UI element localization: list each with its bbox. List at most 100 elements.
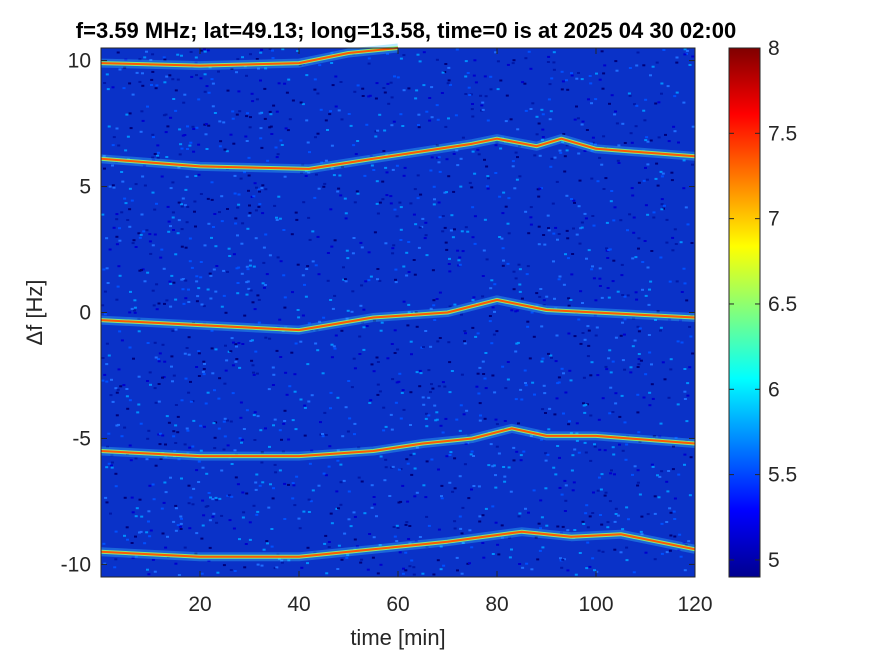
noise-speckle [185,221,189,224]
noise-speckle [115,213,119,216]
noise-speckle [246,227,250,230]
noise-speckle [607,357,611,360]
noise-speckle [449,229,453,232]
noise-speckle [249,289,253,292]
noise-speckle [321,435,325,438]
noise-speckle [645,178,649,181]
noise-speckle [422,84,426,87]
noise-speckle [243,566,247,569]
noise-speckle [103,313,107,316]
noise-speckle [516,341,520,344]
noise-speckle [370,164,374,167]
noise-speckle [598,78,602,81]
noise-speckle [213,389,216,392]
noise-speckle [114,472,118,475]
noise-speckle [577,72,580,74]
noise-speckle [642,109,646,112]
noise-speckle [409,424,412,426]
noise-speckle [413,495,417,498]
noise-speckle [118,239,122,242]
noise-speckle [464,60,468,63]
noise-speckle [238,366,242,369]
noise-speckle [529,216,533,219]
noise-speckle [506,222,510,225]
noise-speckle [180,245,184,248]
noise-speckle [595,570,599,573]
noise-speckle [299,340,303,343]
noise-speckle [415,491,419,494]
noise-speckle [122,87,126,90]
noise-speckle [407,241,411,243]
noise-speckle [268,445,271,448]
noise-speckle [266,542,269,545]
noise-speckle [111,144,115,147]
noise-speckle [495,423,499,426]
noise-speckle [552,466,556,469]
noise-speckle [154,356,158,359]
noise-speckle [291,99,295,102]
noise-speckle [676,403,680,406]
noise-speckle [368,402,372,404]
noise-speckle [172,374,176,377]
noise-speckle [569,432,573,435]
noise-speckle [590,102,593,105]
noise-speckle [243,171,246,174]
noise-speckle [284,371,288,374]
noise-speckle [324,534,328,537]
noise-speckle [240,438,244,441]
noise-speckle [342,479,346,482]
noise-speckle [616,290,620,293]
noise-speckle [654,319,657,321]
noise-speckle [584,217,588,220]
noise-speckle [483,377,487,380]
noise-speckle [287,559,291,562]
noise-speckle [234,343,238,346]
noise-speckle [432,185,436,188]
noise-speckle [474,335,478,338]
noise-speckle [637,358,641,361]
noise-speckle [590,177,594,180]
noise-speckle [173,450,177,452]
noise-speckle [594,143,597,146]
noise-speckle [375,356,379,359]
noise-speckle [211,498,215,501]
noise-speckle [153,153,157,155]
noise-speckle [308,238,312,241]
noise-speckle [618,443,621,446]
noise-speckle [360,480,364,483]
noise-speckle [383,129,387,132]
noise-speckle [589,82,593,85]
noise-speckle [518,175,522,178]
noise-speckle [644,98,648,101]
noise-speckle [349,124,353,127]
noise-speckle [166,535,169,538]
noise-speckle [633,103,636,106]
noise-speckle [408,525,412,527]
noise-speckle [672,125,676,128]
noise-speckle [621,359,625,362]
noise-speckle [558,456,561,459]
noise-speckle [353,515,357,518]
noise-speckle [583,338,587,341]
noise-speckle [650,383,654,386]
noise-speckle [547,98,551,101]
noise-speckle [517,515,521,518]
noise-speckle [306,546,310,549]
noise-speckle [589,459,593,462]
noise-speckle [105,466,109,469]
noise-speckle [514,310,518,313]
noise-speckle [612,259,616,262]
noise-speckle [535,292,539,295]
noise-speckle [261,184,265,187]
noise-speckle [454,114,458,117]
noise-speckle [644,551,648,554]
noise-speckle [155,308,159,311]
noise-speckle [545,524,549,527]
noise-speckle [501,136,505,139]
noise-speckle [229,350,233,353]
noise-speckle [138,236,142,239]
noise-speckle [565,79,568,82]
noise-speckle [435,144,439,147]
noise-speckle [149,59,153,61]
noise-speckle [367,251,371,254]
